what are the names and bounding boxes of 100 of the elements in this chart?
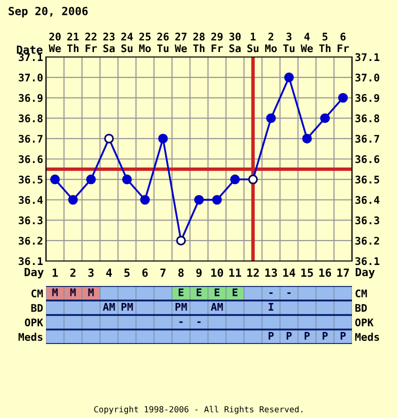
point [158, 134, 168, 144]
y-tick-label: BD [31, 304, 43, 312]
text: PM [176, 303, 187, 311]
x-tick-label: 21 Th [67, 32, 79, 52]
x-tick-label: 2 Mo [265, 32, 277, 52]
text: P [304, 332, 310, 340]
point [230, 174, 240, 184]
point [140, 194, 150, 205]
text: M [52, 288, 58, 296]
x-tick-label: 2 [70, 268, 76, 277]
y2-tick-label: 36.4 [355, 196, 380, 204]
text: E [232, 288, 238, 296]
x-axis-title: Day [24, 268, 44, 278]
x-tick-label: 29 Fr [211, 32, 223, 52]
x-tick-label: 3 [88, 268, 94, 277]
text: I [268, 303, 274, 311]
x-tick-label: 9 [196, 268, 202, 277]
y-tick-label: 36.7 [18, 134, 42, 143]
y2-tick-label: 37.0 [355, 74, 380, 82]
x-tick-label: 1 Su [247, 32, 258, 52]
y2-tick-label: 36.5 [355, 176, 380, 184]
text: - [287, 292, 291, 294]
y2-tick-label: OPK [355, 318, 374, 326]
point [194, 194, 204, 205]
x-tick-label: 8 [178, 268, 184, 277]
y-tick-label: 36.9 [18, 94, 43, 102]
text: P [340, 332, 346, 340]
text: M [70, 288, 76, 296]
y2-tick-label: 36.9 [355, 94, 380, 102]
x-tick-label: 24 Su [121, 32, 133, 52]
y2-tick-label: 36.6 [355, 155, 380, 164]
x-tick-label: 26 Tu [157, 32, 169, 52]
text: Copyright 1998-2006 - All Rights Reserved. [94, 406, 302, 414]
point [302, 134, 312, 144]
x-tick-label: 17 [337, 268, 349, 277]
x-tick-label: 23 Sa [103, 32, 115, 52]
y2-tick-label: 36.2 [355, 236, 379, 245]
x-tick-label: 27 We [174, 32, 187, 52]
point [68, 194, 78, 205]
text: - [179, 321, 183, 323]
x-tick-label: 13 [265, 268, 277, 277]
point [266, 113, 276, 124]
y-tick-label: CM [31, 289, 43, 298]
text: - [269, 292, 273, 294]
y-tick-label: 36.1 [18, 257, 43, 266]
text: PM [122, 303, 133, 311]
y-tick-label: OPK [24, 318, 44, 326]
text: E [214, 288, 220, 296]
point [320, 113, 330, 124]
y2-tick-label: 36.8 [355, 114, 380, 122]
x-tick-label: 5 Th [319, 32, 330, 52]
x-tick-label: 6 Fr [338, 32, 349, 52]
y2-tick-label: 36.1 [355, 257, 380, 266]
x-tick-label: 6 [142, 268, 148, 277]
text: E [196, 288, 202, 296]
x-tick-label: 1 [52, 268, 58, 277]
y2-tick-label: 36.7 [355, 134, 380, 143]
text: P [322, 332, 328, 340]
y-tick-label: Meds [18, 332, 42, 341]
y-tick-label: 36.3 [18, 216, 43, 224]
text: - [197, 321, 201, 323]
point [338, 92, 348, 103]
point [284, 72, 294, 82]
x-tick-label: 10 [211, 268, 224, 277]
chart-title: Sep 20, 2006 [8, 6, 88, 18]
x-tick-label: 4 [106, 268, 112, 277]
y2-tick-label: BD [355, 304, 367, 312]
y-tick-label: 36.4 [18, 196, 43, 204]
point [86, 174, 96, 184]
text: P [286, 332, 292, 340]
point [212, 194, 222, 205]
point [50, 174, 60, 184]
text: P [268, 332, 274, 340]
y2-tick-label: Meds [355, 332, 380, 341]
x-tick-label: 7 [160, 268, 166, 277]
x-axis-title: Date [16, 46, 42, 54]
y2-tick-label: 37.1 [355, 53, 380, 62]
y-tick-label: 36.8 [18, 114, 43, 122]
y-tick-label: 36.5 [18, 176, 43, 184]
text: Day [356, 268, 375, 278]
y-tick-label: 37.0 [18, 74, 43, 82]
x-tick-label: 15 [301, 268, 313, 277]
y2-tick-label: CM [356, 289, 367, 298]
x-tick-label: 14 [283, 268, 296, 277]
text: AM [102, 303, 115, 311]
y2-tick-label: 36.3 [355, 216, 380, 224]
point [122, 174, 132, 184]
x-tick-label: 5 [124, 268, 130, 277]
x-tick-label: 4 We [300, 32, 313, 52]
x-tick-label: 11 [229, 268, 242, 277]
text: M [88, 288, 94, 296]
x-tick-label: 16 [319, 268, 332, 277]
text: E [178, 288, 184, 296]
text: AM [210, 303, 223, 311]
x-tick-label: 22 Fr [85, 32, 97, 52]
x-tick-label: 30 Sa [229, 32, 241, 52]
y-tick-label: 36.6 [18, 155, 43, 164]
x-tick-label: 28 Th [193, 32, 205, 52]
y-tick-label: 36.2 [18, 236, 42, 245]
x-tick-label: 12 [247, 268, 259, 277]
